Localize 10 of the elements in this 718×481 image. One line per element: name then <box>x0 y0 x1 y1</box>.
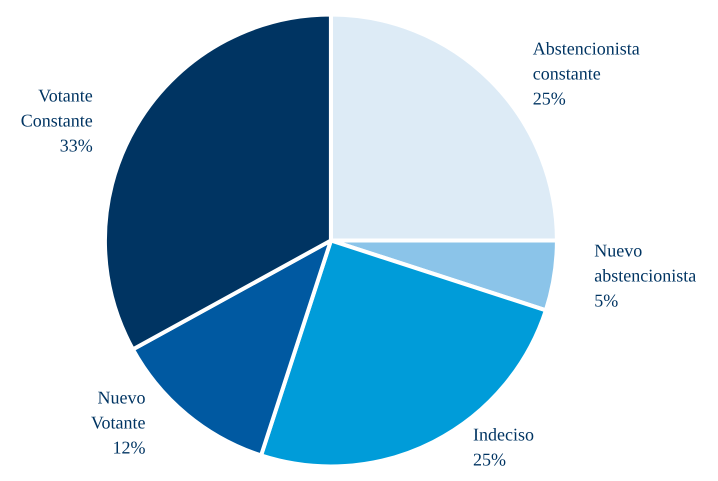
data-label: 25% <box>532 88 566 109</box>
data-label: 12% <box>112 437 146 458</box>
data-label: 33% <box>60 135 93 156</box>
slice-label: Votante Constante <box>20 85 93 130</box>
data-label: 5% <box>594 290 618 310</box>
slice-label: Nuevo Votante <box>90 387 146 432</box>
data-label: 25% <box>473 450 506 470</box>
slice-label: Nuevo abstencionista <box>594 240 696 286</box>
slice-label: Indeciso <box>473 424 534 444</box>
slice-label: Abstencionista constante <box>532 38 640 84</box>
